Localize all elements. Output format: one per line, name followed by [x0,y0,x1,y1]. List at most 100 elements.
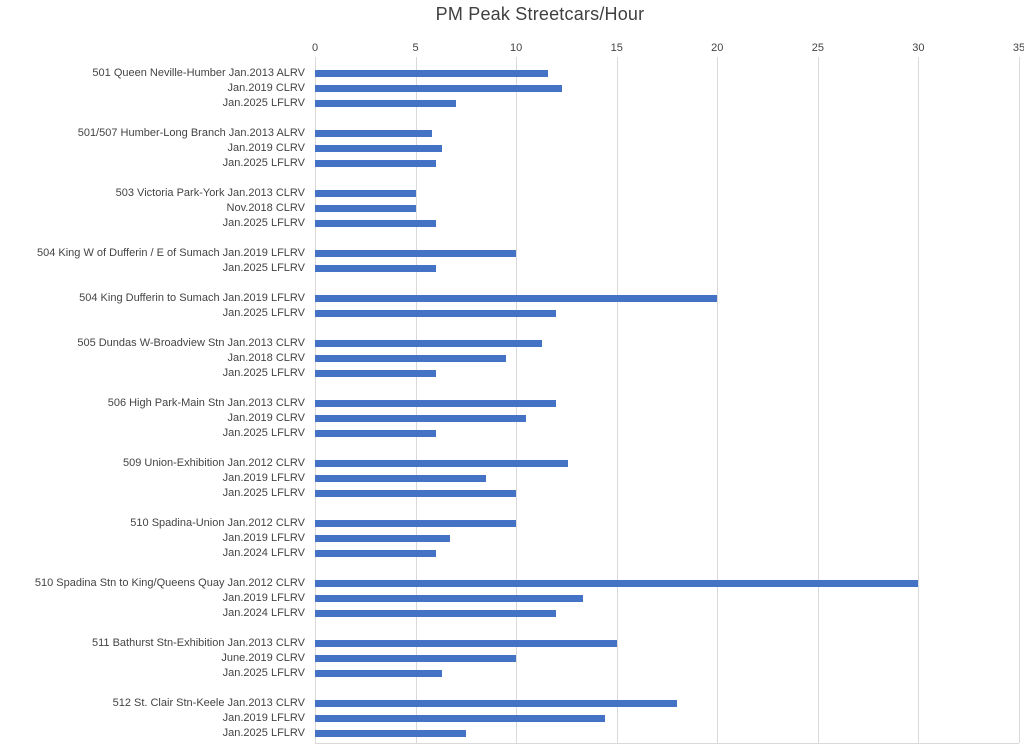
bar [315,310,557,317]
bar [315,715,605,722]
x-axis-tick-label: 25 [811,42,824,54]
bar-row: Jan.2025 LFLRV [0,96,1024,111]
bar-row: 510 Spadina-Union Jan.2012 CLRV [0,516,1024,531]
category-label: Jan.2019 CLRV [227,412,305,424]
category-label: Jan.2025 LFLRV [222,427,305,439]
bar [315,100,456,107]
bar-row: Jan.2025 LFLRV [0,426,1024,441]
category-label: Jan.2025 LFLRV [222,667,305,679]
category-label: 501 Queen Neville-Humber Jan.2013 ALRV [92,67,305,79]
category-label: Jan.2019 CLRV [227,142,305,154]
bar [315,250,517,257]
bar-row: Jan.2025 LFLRV [0,216,1024,231]
bar [315,460,569,467]
bar [315,295,718,302]
gridline [1019,57,1020,743]
bar [315,355,507,362]
category-label: Jan.2025 LFLRV [222,727,305,739]
x-axis-tick-label: 5 [412,42,419,54]
bar-row: 509 Union-Exhibition Jan.2012 CLRV [0,456,1024,471]
bar [315,730,466,737]
bar-row: 501/507 Humber-Long Branch Jan.2013 ALRV [0,126,1024,141]
bar-row: Jan.2019 CLRV [0,81,1024,96]
bar [315,205,416,212]
bar-row: Jan.2024 LFLRV [0,546,1024,561]
bar-row: Jan.2024 LFLRV [0,606,1024,621]
category-label: Jan.2019 LFLRV [222,532,305,544]
category-label: 511 Bathurst Stn-Exhibition Jan.2013 CLR… [91,637,305,649]
category-label: Jan.2025 LFLRV [222,262,305,274]
category-label: Jan.2019 CLRV [227,82,305,94]
bar [315,145,442,152]
category-label: 505 Dundas W-Broadview Stn Jan.2013 CLRV [77,337,305,349]
category-label: Jan.2025 LFLRV [222,217,305,229]
bar-row: June.2019 CLRV [0,651,1024,666]
category-label: Jan.2018 CLRV [227,352,305,364]
category-label: 510 Spadina-Union Jan.2012 CLRV [130,517,305,529]
bar-row: 506 High Park-Main Stn Jan.2013 CLRV [0,396,1024,411]
bar [315,130,432,137]
bar [315,475,486,482]
category-label: Jan.2019 LFLRV [222,712,305,724]
bar [315,340,543,347]
category-label: Jan.2019 LFLRV [222,592,305,604]
gridline [817,57,819,743]
x-axis-tick-label: 30 [912,42,925,54]
bar-row: Jan.2025 LFLRV [0,486,1024,501]
category-label: 506 High Park-Main Stn Jan.2013 CLRV [107,397,305,409]
bar-row: 504 King Dufferin to Sumach Jan.2019 LFL… [0,291,1024,306]
gridline [616,57,618,743]
category-label: Jan.2019 LFLRV [222,472,305,484]
bar [315,700,678,707]
category-label: Jan.2024 LFLRV [222,607,305,619]
bar [315,190,416,197]
bar [315,670,442,677]
bar [315,85,563,92]
bar-row: Jan.2018 CLRV [0,351,1024,366]
bar-row: 512 St. Clair Stn-Keele Jan.2013 CLRV [0,696,1024,711]
gridline [918,57,920,743]
category-label: Jan.2024 LFLRV [222,547,305,559]
chart-title: PM Peak Streetcars/Hour [435,4,645,24]
gridline [717,57,719,743]
x-axis-tick-label: 15 [610,42,623,54]
bar [315,160,436,167]
bar-row: Jan.2025 LFLRV [0,366,1024,381]
bar-row: Jan.2019 LFLRV [0,531,1024,546]
bar [315,520,517,527]
bar-row: Jan.2025 LFLRV [0,156,1024,171]
category-label: 509 Union-Exhibition Jan.2012 CLRV [122,457,305,469]
bar [315,655,517,662]
bar-row: Jan.2019 LFLRV [0,591,1024,606]
x-axis-tick-label: 20 [711,42,724,54]
category-label: 503 Victoria Park-York Jan.2013 CLRV [115,187,305,199]
x-axis-tick-label: 10 [510,42,523,54]
bar-row: Jan.2019 CLRV [0,141,1024,156]
bar [315,490,517,497]
bar [315,580,919,587]
bar-row: Jan.2019 LFLRV [0,471,1024,486]
category-label: Jan.2025 LFLRV [222,97,305,109]
bar [315,70,549,77]
bar [315,265,436,272]
bar-row: Jan.2019 CLRV [0,411,1024,426]
bar-row: Jan.2025 LFLRV [0,666,1024,681]
bar-row: Jan.2025 LFLRV [0,306,1024,321]
category-label: 504 King W of Dufferin / E of Sumach Jan… [36,247,305,259]
bar-row: Jan.2025 LFLRV [0,261,1024,276]
bar-row: Jan.2025 LFLRV [0,726,1024,741]
category-label: Jan.2025 LFLRV [222,487,305,499]
x-axis-tick-label: 0 [311,42,319,54]
bar [315,430,436,437]
category-label: Nov.2018 CLRV [226,202,305,214]
bar-row: Jan.2019 LFLRV [0,711,1024,726]
category-label: 512 St. Clair Stn-Keele Jan.2013 CLRV [112,697,305,709]
category-label: Jan.2025 LFLRV [222,307,305,319]
x-axis-tick-label: 35 [1012,42,1024,54]
bar [315,535,450,542]
bar-row: 503 Victoria Park-York Jan.2013 CLRV [0,186,1024,201]
bar [315,640,617,647]
category-label: June.2019 CLRV [221,652,305,664]
bar [315,400,557,407]
